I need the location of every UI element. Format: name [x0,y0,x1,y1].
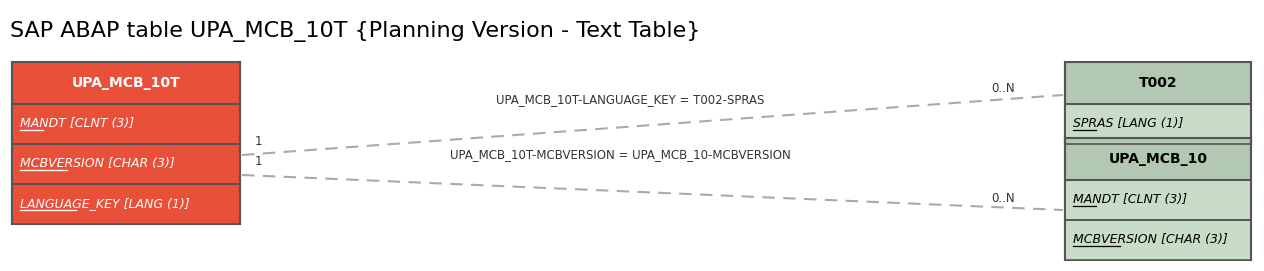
Text: UPA_MCB_10T-MCBVERSION = UPA_MCB_10-MCBVERSION: UPA_MCB_10T-MCBVERSION = UPA_MCB_10-MCBV… [450,149,790,162]
FancyBboxPatch shape [1066,180,1251,220]
Text: MANDT [CLNT (3)]: MANDT [CLNT (3)] [1073,193,1187,207]
Text: UPA_MCB_10: UPA_MCB_10 [1109,152,1207,166]
Text: MCBVERSION [CHAR (3)]: MCBVERSION [CHAR (3)] [20,157,174,170]
Text: LANGUAGE_KEY [LANG (1)]: LANGUAGE_KEY [LANG (1)] [20,198,190,211]
Text: SAP ABAP table UPA_MCB_10T {Planning Version - Text Table}: SAP ABAP table UPA_MCB_10T {Planning Ver… [10,21,700,42]
Text: MANDT [CLNT (3)]: MANDT [CLNT (3)] [20,118,134,131]
Text: UPA_MCB_10T-LANGUAGE_KEY = T002-SPRAS: UPA_MCB_10T-LANGUAGE_KEY = T002-SPRAS [495,93,765,107]
FancyBboxPatch shape [11,104,240,144]
FancyBboxPatch shape [1066,62,1251,144]
Text: MCBVERSION [CHAR (3)]: MCBVERSION [CHAR (3)] [1073,234,1227,247]
Text: 1: 1 [255,135,263,148]
Text: 1: 1 [255,155,263,168]
FancyBboxPatch shape [1066,138,1251,260]
Text: 0..N: 0..N [991,82,1015,95]
Text: UPA_MCB_10T: UPA_MCB_10T [72,76,181,90]
FancyBboxPatch shape [11,62,240,224]
FancyBboxPatch shape [11,184,240,224]
Text: 0..N: 0..N [991,192,1015,205]
FancyBboxPatch shape [1066,104,1251,144]
Text: SPRAS [LANG (1)]: SPRAS [LANG (1)] [1073,118,1183,131]
FancyBboxPatch shape [11,144,240,184]
FancyBboxPatch shape [1066,220,1251,260]
Text: T002: T002 [1139,76,1177,90]
